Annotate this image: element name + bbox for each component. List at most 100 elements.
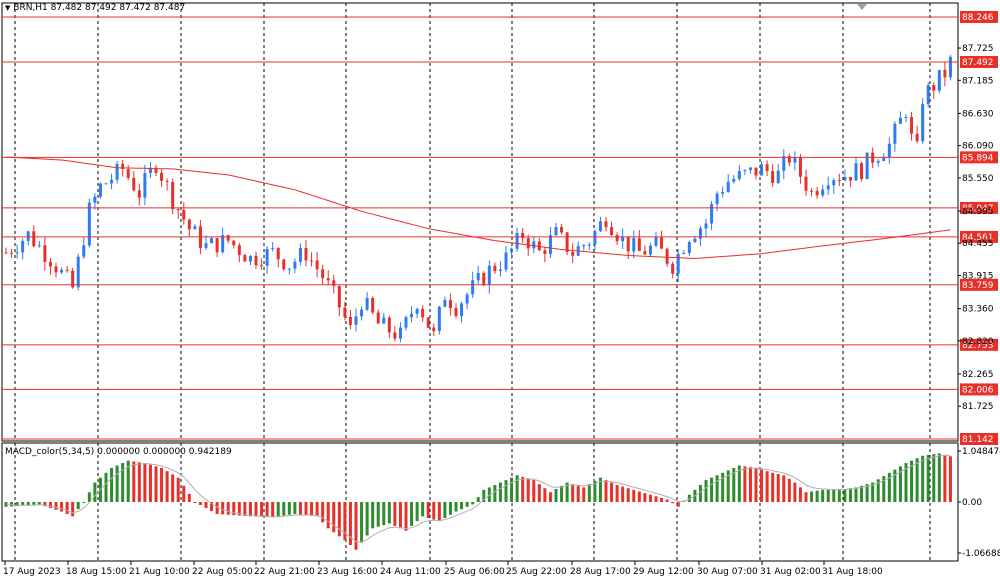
candle-down [171, 181, 175, 210]
macd-bar-down [610, 482, 614, 502]
x-tick-label: 24 Aug 11:00 [380, 567, 441, 577]
candle-down [260, 265, 264, 267]
candle-up [365, 297, 369, 310]
candle-up [826, 185, 830, 190]
collapse-icon[interactable]: ▼ [5, 4, 11, 12]
macd-bar-down [310, 502, 314, 516]
x-tick-label: 17 Aug 2023 [3, 567, 61, 577]
macd-bar-up [15, 502, 19, 506]
macd-bar-down [526, 478, 530, 502]
macd-bar-down [626, 488, 630, 502]
macd-bar-up [860, 485, 864, 502]
candle-down [543, 250, 547, 255]
candle-down [48, 261, 52, 267]
level-price-label: 85.894 [962, 153, 994, 163]
candle-down [565, 232, 569, 252]
macd-bar-down [43, 502, 47, 507]
candle-up [748, 167, 752, 171]
candle-up [587, 244, 591, 246]
candle-up [854, 163, 858, 181]
y-tick-label: 86.630 [962, 109, 994, 119]
candle-down [610, 227, 614, 236]
macd-bar-down [348, 502, 352, 546]
macd-bar-down [343, 502, 347, 541]
candle-up [693, 238, 697, 243]
candle-down [176, 209, 180, 211]
candle-down [326, 278, 330, 281]
candle-up [676, 253, 680, 274]
candle-down [537, 241, 541, 251]
macd-signal-line [5, 454, 951, 543]
candle-up [948, 56, 952, 78]
macd-bar-down [771, 472, 775, 502]
x-tick-label: 28 Aug 17:00 [570, 567, 631, 577]
candle-up [710, 204, 714, 224]
macd-bar-up [710, 477, 714, 502]
macd-bar-up [904, 463, 908, 502]
candle-down [943, 70, 947, 78]
macd-bar-up [365, 502, 369, 536]
macd-bar-up [104, 472, 108, 502]
candle-up [398, 327, 402, 339]
candle-down [232, 240, 236, 246]
candle-up [876, 160, 880, 163]
candle-up [732, 178, 736, 182]
candle-up [110, 179, 114, 184]
candle-down [243, 255, 247, 262]
candle-down [71, 270, 75, 288]
candle-up [582, 245, 586, 247]
x-tick-label: 29 Aug 12:00 [633, 567, 694, 577]
candle-up [115, 163, 119, 180]
x-tick-label: 30 Aug 07:00 [697, 567, 758, 577]
macd-bar-up [832, 489, 836, 502]
macd-bar-down [665, 499, 669, 502]
candle-down [837, 180, 841, 182]
level-price-label: 85.047 [962, 204, 994, 214]
macd-bar-down [243, 502, 247, 516]
candle-up [504, 252, 508, 270]
level-price-label: 88.246 [962, 13, 994, 23]
candle-up [687, 242, 691, 254]
macd-bar-down [304, 502, 308, 516]
candle-up [148, 167, 152, 174]
macd-bar-down [398, 502, 402, 529]
macd-bar-up [821, 489, 825, 502]
candle-down [482, 273, 486, 286]
macd-bar-down [271, 502, 275, 518]
candle-down [310, 260, 314, 262]
chart-shift-icon [857, 4, 867, 10]
candle-up [632, 238, 636, 252]
macd-bar-down [782, 475, 786, 502]
candle-up [410, 313, 414, 318]
macd-info: MACD_color(5,34,5) 0.000000 0.000000 0.9… [5, 447, 232, 457]
macd-y-tick-label: -1.06688 [962, 549, 1000, 559]
y-tick-label: 85.550 [962, 174, 994, 184]
candle-down [432, 327, 436, 332]
macd-bar-down [198, 502, 202, 505]
macd-bar-down [143, 463, 147, 502]
macd-bar-up [121, 463, 125, 502]
macd-bar-up [476, 497, 480, 502]
candle-down [226, 235, 230, 241]
candle-down [860, 163, 864, 180]
candle-down [815, 190, 819, 196]
level-price-tag [960, 55, 998, 68]
level-price-tag [960, 433, 998, 445]
macd-bar-up [276, 502, 280, 517]
macd-bar-up [865, 484, 869, 502]
candle-up [221, 235, 225, 253]
macd-bar-down [804, 492, 808, 502]
candle-up [532, 241, 536, 249]
macd-bar-down [187, 493, 191, 502]
candle-down [4, 252, 8, 254]
candle-up [415, 308, 419, 314]
macd-bar-down [643, 493, 647, 502]
macd-bar-down [793, 482, 797, 502]
macd-bar-down [154, 466, 158, 502]
macd-bar-down [426, 502, 430, 518]
level-price-tag [960, 10, 998, 23]
level-price-tag [960, 230, 998, 243]
macd-bar-down [604, 480, 608, 502]
candle-up [721, 191, 725, 194]
candle-up [760, 164, 764, 176]
